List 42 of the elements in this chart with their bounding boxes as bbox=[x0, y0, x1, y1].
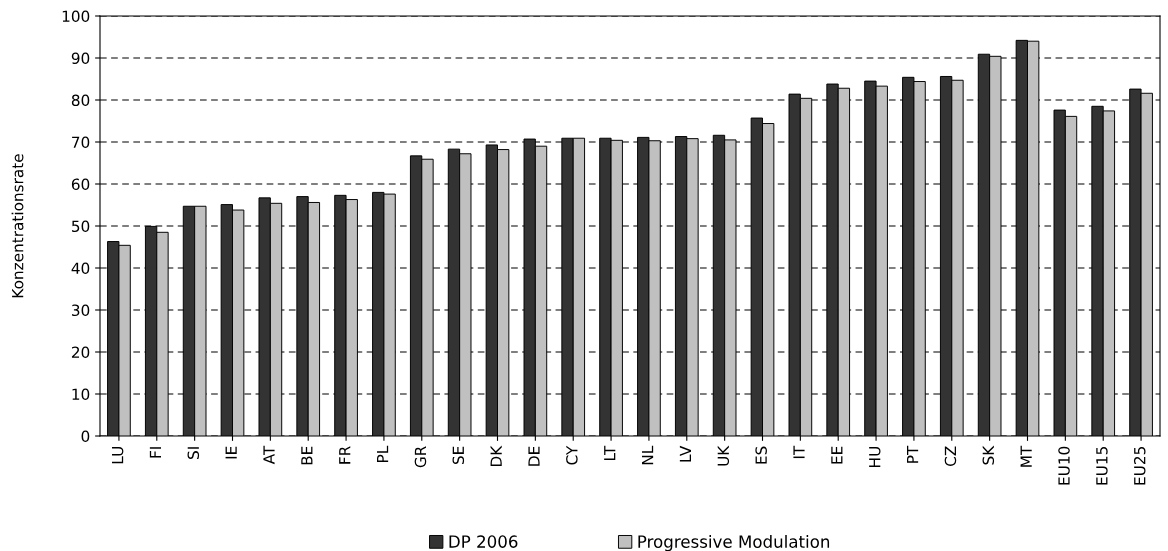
y-tick-label: 60 bbox=[71, 178, 90, 191]
x-tick-label: SK bbox=[982, 445, 995, 465]
x-tick-label: CY bbox=[566, 445, 578, 465]
x-tick-label: CZ bbox=[944, 446, 957, 466]
x-tick-label: PL bbox=[377, 445, 389, 462]
y-tick-label: 40 bbox=[71, 262, 90, 275]
x-tick-label: LT bbox=[604, 445, 616, 460]
y-tick-label: 70 bbox=[72, 136, 90, 149]
x-tick-label: DE bbox=[528, 446, 540, 466]
x-tick-label: NL bbox=[642, 445, 654, 465]
x-tick-label: SE bbox=[452, 446, 465, 465]
y-tick-label: 30 bbox=[72, 304, 90, 317]
x-tick-label: GR bbox=[414, 446, 427, 468]
x-tick-label: EU10 bbox=[1058, 446, 1070, 485]
y-tick-label: 90 bbox=[71, 52, 90, 65]
x-tick-label: BE bbox=[301, 446, 313, 465]
y-tick-label: 80 bbox=[71, 94, 90, 107]
x-tick-label: LV bbox=[679, 445, 691, 462]
x-tick-label: LU bbox=[112, 447, 124, 464]
x-tick-label: FR bbox=[339, 446, 351, 464]
x-tick-label: EU15 bbox=[1096, 447, 1108, 485]
y-tick-label: 0 bbox=[81, 430, 90, 443]
y-tick-label: 10 bbox=[72, 388, 90, 401]
legend-label: DP 2006 bbox=[449, 535, 518, 548]
x-tick-label: AT bbox=[263, 445, 275, 465]
x-tick-label: FI bbox=[149, 447, 161, 458]
x-tick-label: IE bbox=[225, 446, 237, 459]
x-tick-label: HU bbox=[869, 447, 881, 467]
y-tick-label: 100 bbox=[62, 10, 90, 23]
x-tick-label: EE bbox=[831, 446, 843, 464]
x-tick-label: PT bbox=[907, 445, 919, 463]
x-tick-label: IT bbox=[793, 445, 805, 459]
x-tick-label: MT bbox=[1020, 445, 1032, 467]
x-tick-label: ES bbox=[755, 446, 767, 464]
x-tick-label: SI bbox=[187, 447, 200, 459]
y-axis-title: Konzentrationsrate bbox=[11, 154, 24, 298]
y-tick-label: 50 bbox=[72, 220, 90, 233]
x-tick-label: DK bbox=[490, 445, 502, 467]
x-tick-label: UK bbox=[717, 445, 730, 466]
y-tick-label: 20 bbox=[71, 346, 90, 359]
legend-label: Progressive Modulation bbox=[638, 535, 830, 551]
x-tick-label: EU25 bbox=[1133, 447, 1146, 485]
